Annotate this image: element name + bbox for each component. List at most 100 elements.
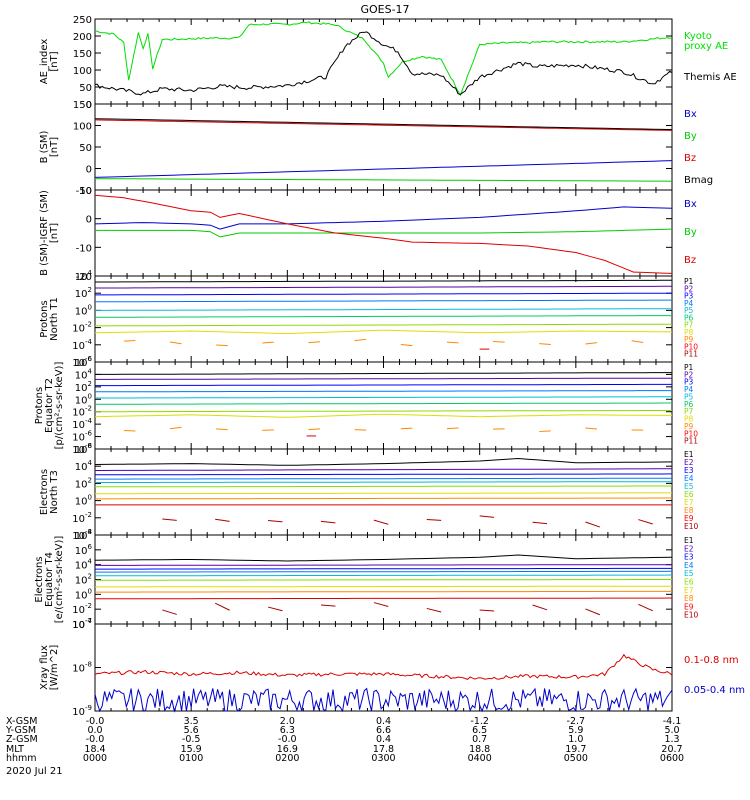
y-tick-label: 100	[73, 66, 92, 77]
legend-entry: E4	[684, 474, 694, 483]
series-line	[95, 383, 672, 387]
x-axis-value: 20.7	[661, 744, 682, 755]
x-axis-value: 1.0	[568, 734, 583, 745]
series-line	[95, 468, 672, 471]
y-tick-label: 10-2	[72, 602, 92, 616]
sparse-segment	[493, 341, 505, 343]
y-tick-label: 102	[75, 573, 92, 587]
legend-entry: P9	[684, 335, 694, 344]
y-tick-label: 10	[79, 186, 92, 197]
y-tick-label: 10-2	[72, 321, 92, 335]
series-line	[95, 590, 672, 593]
y-tick-label: 10-8	[72, 661, 92, 675]
x-axis-value: 19.7	[565, 744, 586, 755]
sparse-segment	[638, 519, 653, 525]
x-row-label: hhmm	[6, 753, 37, 764]
sparse-segment	[262, 429, 274, 431]
x-axis-value: 0.4	[376, 716, 391, 727]
legend-entry: Themis AE	[683, 72, 737, 83]
y-axis-label: [nT]	[49, 51, 60, 71]
sparse-segment	[585, 608, 601, 616]
series-line	[95, 299, 672, 303]
series-line	[95, 292, 672, 296]
legend-entry: E7	[684, 498, 694, 507]
series-line	[95, 372, 672, 375]
sparse-segment	[532, 521, 548, 525]
series-line	[95, 285, 672, 289]
series-line	[94, 119, 673, 131]
y-axis-label: North T3	[49, 470, 60, 514]
legend-entry: P6	[684, 400, 694, 409]
series-line	[95, 377, 672, 380]
x-axis-table: X-GSMY-GSMZ-GSMMLThhmm-0.00.0-0.018.4000…	[5, 716, 684, 764]
y-axis-label: Equator T2	[44, 378, 55, 433]
panel-frame	[94, 103, 673, 191]
legend-entry: Bmag	[684, 175, 713, 186]
legend-entry: P7	[684, 321, 694, 330]
y-tick-label: 10-4	[72, 338, 92, 352]
series-line	[95, 279, 672, 283]
sparse-segment	[216, 428, 228, 431]
series-line	[95, 492, 672, 495]
y-tick-label: 100	[75, 494, 92, 508]
series-line	[95, 315, 672, 318]
panel-frame	[94, 361, 673, 450]
y-axis-label: North T1	[49, 297, 60, 341]
x-axis-value: 0500	[564, 753, 588, 764]
sparse-segment	[373, 519, 389, 525]
x-row-label: Y-GSM	[5, 725, 36, 736]
y-axis-label: Equator T4	[44, 552, 55, 607]
legend-entry: P4	[684, 385, 694, 394]
series-line	[94, 653, 673, 680]
x-axis-value: -0.0	[278, 734, 297, 745]
sparse-segment	[267, 606, 283, 612]
series-line	[95, 228, 673, 238]
series-line	[95, 410, 672, 413]
series-line	[95, 567, 672, 570]
sparse-segment	[162, 609, 177, 615]
y-tick-label: 10-7	[72, 617, 92, 631]
y-tick-label: 0	[86, 215, 92, 226]
series-line	[95, 585, 672, 588]
series-line	[94, 21, 673, 97]
y-tick-label: -50	[76, 186, 92, 197]
sparse-segment	[631, 340, 644, 343]
y-axis-label: [e/(cm²-s-sr-keV)]	[54, 536, 65, 624]
sparse-segment	[262, 341, 274, 344]
legend-entry: P5	[684, 392, 694, 401]
sparse-segment	[426, 607, 442, 613]
series-line	[95, 396, 672, 399]
y-axis-label: [p/(cm²-s-sr-keV)]	[54, 362, 65, 450]
sparse-segment	[123, 340, 136, 342]
legend-entry: P5	[684, 306, 694, 315]
legend-entry: Bx	[684, 199, 697, 210]
series-line	[95, 473, 673, 476]
legend-entry: E1	[684, 450, 694, 459]
y-axis-label: [nT]	[49, 223, 60, 243]
series-line	[94, 118, 673, 131]
y-tick-label: 100	[75, 587, 92, 601]
series-line	[95, 178, 673, 182]
legend-entry: P1	[684, 277, 694, 286]
series-line	[95, 564, 672, 566]
y-tick-label: 200	[73, 32, 92, 43]
series-line	[95, 390, 672, 393]
series-line	[94, 329, 673, 335]
x-axis-value: 2.0	[280, 716, 295, 727]
x-axis-value: 17.8	[373, 744, 394, 755]
y-tick-label: 250	[73, 15, 92, 26]
legend-entry: P2	[684, 370, 694, 379]
sparse-segment	[585, 342, 598, 345]
sparse-segment	[532, 604, 548, 611]
legend-entry: P11	[684, 350, 698, 359]
x-axis-value: -0.5	[182, 734, 201, 745]
x-axis-value: 15.9	[181, 744, 202, 755]
legend-entry: Bz	[684, 255, 696, 266]
x-axis-value: 6.3	[280, 725, 295, 736]
y-axis-label: Electrons	[39, 469, 50, 515]
x-axis-value: 0.4	[376, 734, 391, 745]
